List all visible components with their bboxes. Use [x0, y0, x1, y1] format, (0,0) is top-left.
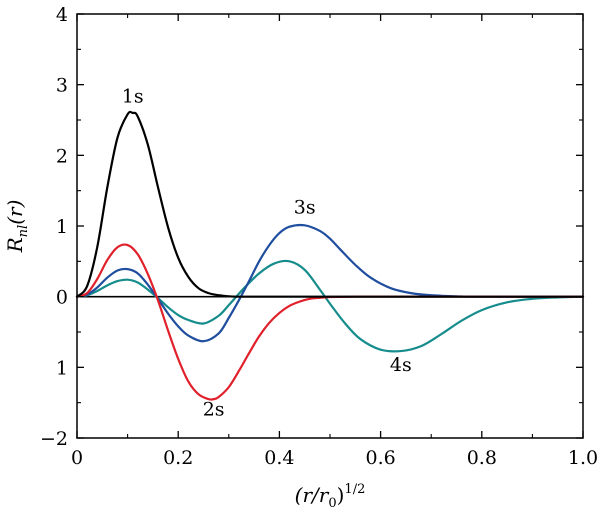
tick-labels-layer: 0 0.2 0.4 0.6 0.8 1.0 −2 1 0 1 2 3 4 — [40, 4, 598, 469]
y-axis-title-arg: (r) — [3, 200, 27, 225]
y-axis-title: Rnl(r) — [3, 200, 31, 254]
curve-label-4s: 4s — [390, 354, 412, 376]
y-axis-title-main: R — [3, 237, 27, 253]
y-tick-label: 2 — [56, 145, 68, 167]
series-layer — [75, 110, 585, 401]
y-tick-label: −2 — [40, 428, 68, 450]
x-axis-title-base: (r/r — [295, 483, 330, 507]
y-tick-label: 1 — [56, 216, 68, 238]
series-line-2s — [75, 243, 585, 401]
plot-frame — [76, 13, 584, 439]
series-line-3s — [75, 223, 585, 343]
curve-label-2s: 2s — [203, 398, 225, 420]
x-axis-title-close: ) — [337, 483, 345, 507]
x-axis-title-sub: 0 — [328, 496, 336, 511]
series-line-1s — [75, 110, 585, 298]
series-line-4s — [75, 259, 585, 353]
y-axis-title-sub: nl — [16, 225, 31, 238]
curve-label-1s: 1s — [122, 85, 144, 107]
x-tick-label: 0 — [71, 447, 83, 469]
curve-labels-layer: 1s 3s 2s 4s — [122, 85, 412, 420]
x-axis-title-sup: 1/2 — [344, 482, 365, 497]
x-tick-label: 0.8 — [467, 447, 497, 469]
x-tick-label: 0.6 — [365, 447, 395, 469]
x-axis-title: (r/r0)1/2 — [295, 482, 366, 511]
x-tick-label: 0.2 — [163, 447, 193, 469]
x-tick-label: 1.0 — [568, 447, 598, 469]
ticks-layer — [76, 13, 584, 439]
y-tick-label: 1 — [56, 357, 68, 379]
y-tick-label: 4 — [56, 4, 68, 26]
y-tick-label: 0 — [56, 287, 68, 309]
x-tick-label: 0.4 — [264, 447, 294, 469]
curve-label-3s: 3s — [294, 196, 316, 218]
y-tick-label: 3 — [56, 75, 68, 97]
